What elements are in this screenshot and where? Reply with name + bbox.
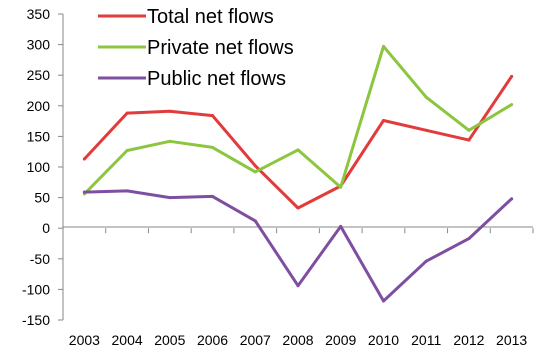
data-point <box>82 157 86 161</box>
y-tick-label: -50 <box>30 251 50 267</box>
y-tick-label: 200 <box>27 98 51 114</box>
x-tick-label: 2008 <box>282 332 313 348</box>
series <box>82 44 514 303</box>
data-point <box>253 164 257 168</box>
legend-label: Private net flows <box>147 37 294 59</box>
data-point <box>253 219 257 223</box>
data-point <box>125 111 129 115</box>
legend-label: Total net flows <box>147 6 274 28</box>
x-tick-label: 2003 <box>69 332 100 348</box>
data-point <box>381 299 385 303</box>
data-point <box>168 139 172 143</box>
data-point <box>82 190 86 194</box>
x-tick-label: 2011 <box>411 332 441 348</box>
x-tick-label: 2006 <box>197 332 228 348</box>
data-point <box>467 237 471 241</box>
data-point <box>339 185 343 189</box>
data-point <box>211 114 215 118</box>
data-point <box>510 197 514 201</box>
data-point <box>168 196 172 200</box>
data-point <box>296 206 300 210</box>
data-point <box>510 74 514 78</box>
x-ticks: 2003 2004 2005 2006 2007 2008 2009 2010 2011 2012… <box>62 228 534 348</box>
data-point <box>381 118 385 122</box>
data-point <box>296 148 300 152</box>
x-tick-label: 2005 <box>154 332 185 348</box>
legend-label: Public net flows <box>147 68 286 90</box>
data-point <box>125 189 129 193</box>
data-point <box>424 128 428 132</box>
data-point <box>211 194 215 198</box>
x-tick-label: 2013 <box>496 332 527 348</box>
y-tick-label: -100 <box>22 281 50 297</box>
data-point <box>381 44 385 48</box>
data-point <box>296 284 300 288</box>
y-tick-label: 0 <box>42 220 50 236</box>
y-tick-label: 100 <box>27 159 51 175</box>
x-tick-label: 2004 <box>112 332 143 348</box>
data-point <box>510 103 514 107</box>
legend: Total net flows Private net flows Public n… <box>98 6 294 90</box>
data-point <box>168 109 172 113</box>
y-tick-label: 250 <box>27 67 51 83</box>
y-tick-label: 350 <box>27 6 51 22</box>
y-tick-label: 300 <box>27 37 51 53</box>
x-tick-label: 2009 <box>325 332 356 348</box>
x-tick-label: 2007 <box>240 332 271 348</box>
y-tick-label: 50 <box>34 190 50 206</box>
y-tick-label: -150 <box>22 312 50 328</box>
data-point <box>467 138 471 142</box>
data-point <box>424 259 428 263</box>
y-ticks: 350 300 250 200 150 100 50 0 -50 -100 -150 <box>22 6 63 328</box>
series-line-0 <box>82 74 514 210</box>
axes <box>62 14 533 320</box>
data-point <box>211 145 215 149</box>
data-point <box>467 128 471 132</box>
x-tick-label: 2012 <box>453 332 484 348</box>
data-point <box>339 224 343 228</box>
data-point <box>253 170 257 174</box>
y-tick-label: 150 <box>27 128 51 144</box>
data-point <box>125 148 129 152</box>
data-point <box>424 95 428 99</box>
x-tick-label: 2010 <box>368 332 399 348</box>
